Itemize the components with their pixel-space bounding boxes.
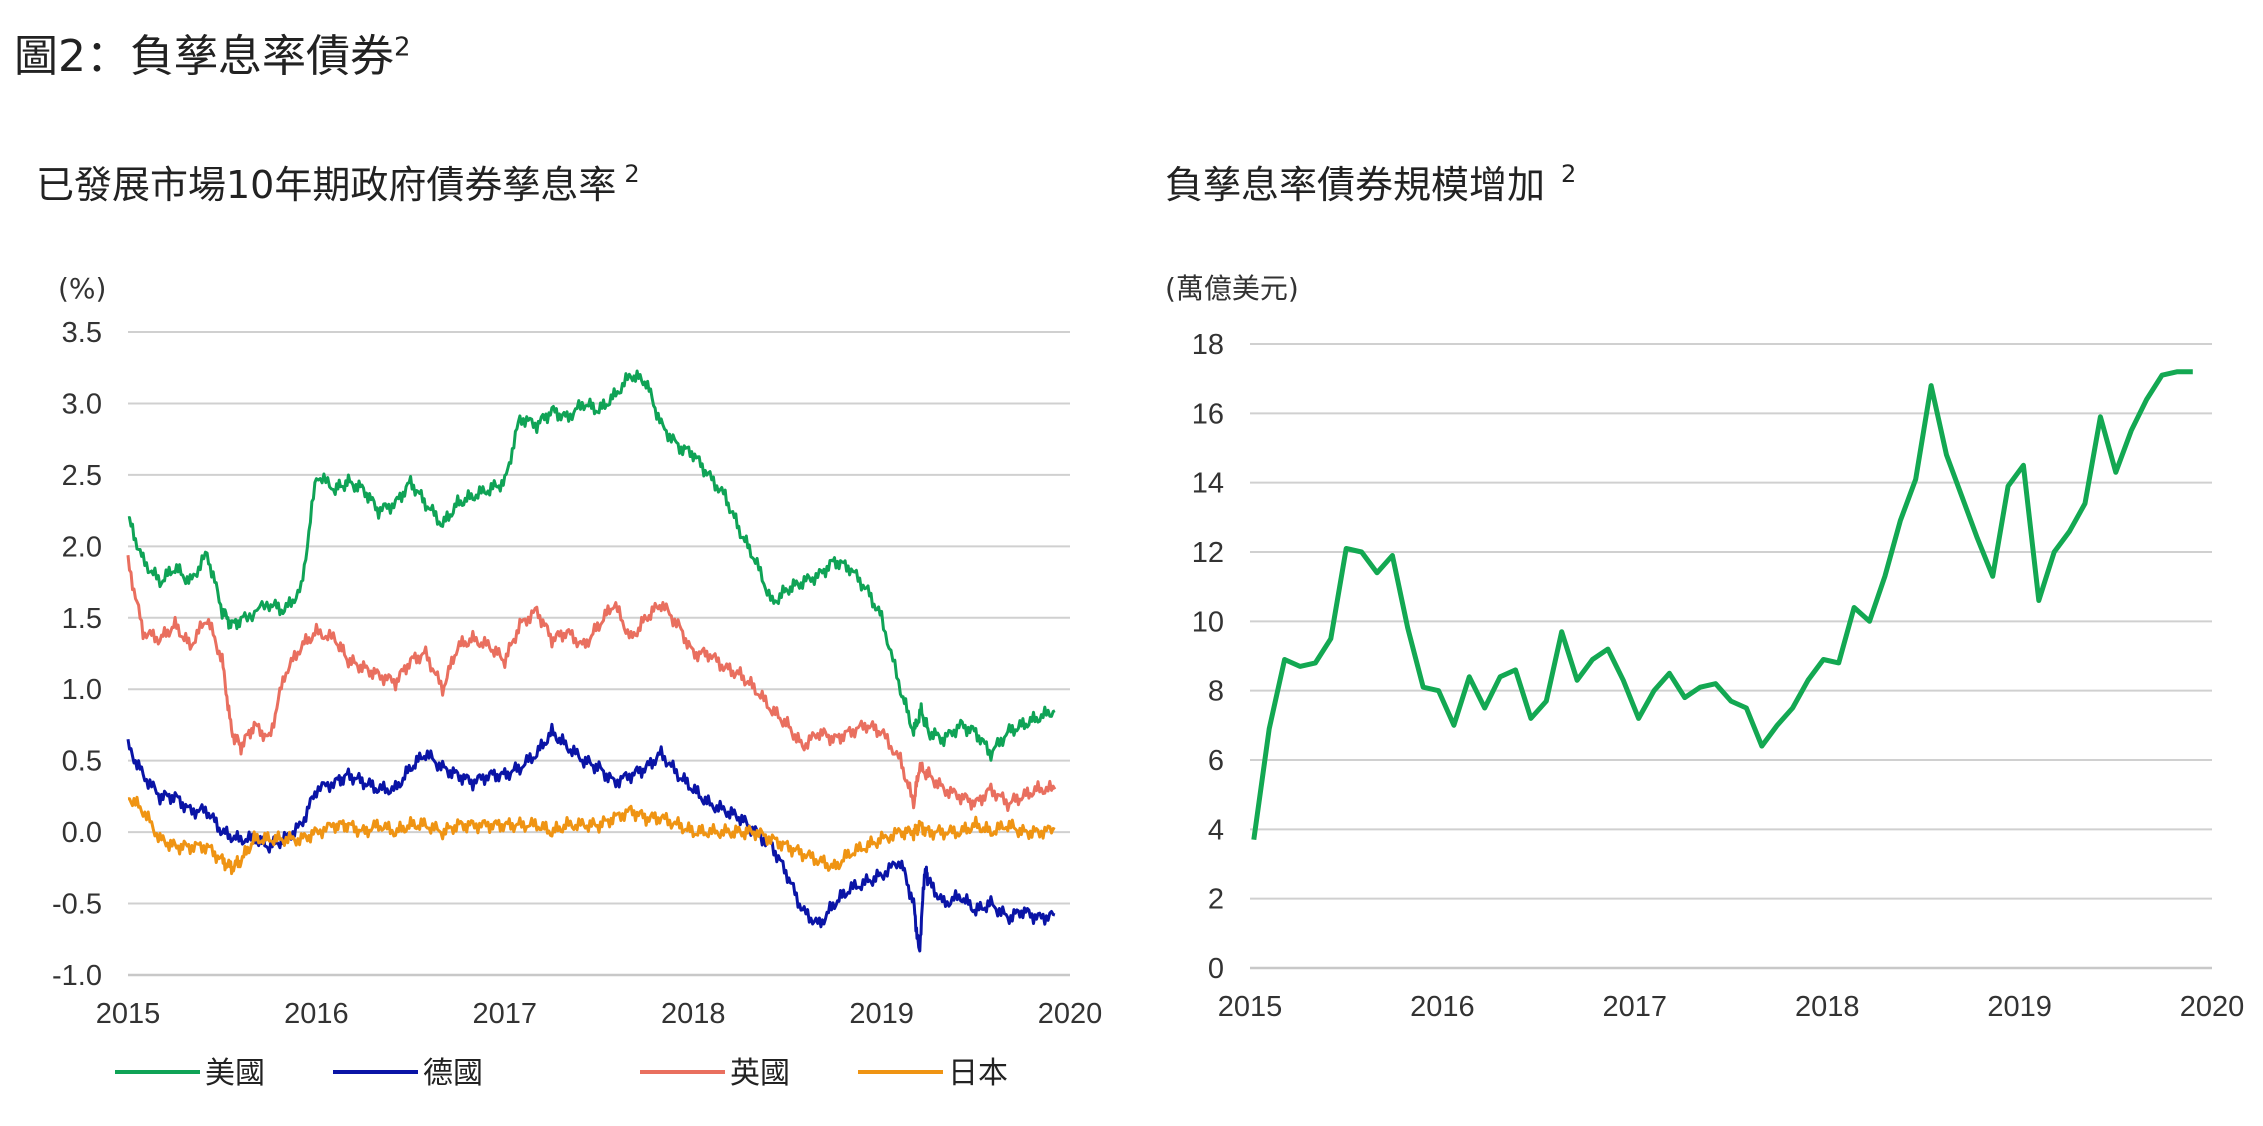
x-tick-label: 2020 (2180, 991, 2245, 1023)
series-line-1 (126, 722, 1056, 953)
x-tick-label: 2019 (1987, 991, 2052, 1023)
y-tick-label: 1.0 (62, 674, 102, 706)
negative-yield-chart-x-ticks: 2015 2016 2017 2018 2019 2020 (1218, 991, 2245, 1023)
y-tick-label: 14 (1192, 468, 1224, 500)
x-tick-label: 2016 (284, 998, 349, 1030)
x-tick-label: 2019 (849, 998, 914, 1030)
x-tick-label: 2018 (1795, 991, 1860, 1023)
y-tick-label: 3.0 (62, 388, 102, 420)
y-tick-label: 0.0 (62, 817, 102, 849)
negative-yield-chart-y-ticks: 18 16 14 12 10 8 6 4 2 0 (1192, 329, 1224, 985)
x-tick-label: 2016 (1410, 991, 1475, 1023)
series-line-0 (1251, 369, 2193, 841)
legend-label: 日本 (948, 1056, 1008, 1091)
y-tick-label: 2.0 (62, 531, 102, 563)
yield-chart: 已發展市場10年期政府債券孳息率 2 (%) 3.5 3.0 2.5 2.0 1.5 1.0… (36, 160, 1102, 1091)
y-tick-label: -0.5 (52, 889, 102, 921)
y-tick-label: 1.5 (62, 603, 102, 635)
x-tick-label: 2015 (96, 998, 161, 1030)
negative-yield-chart-series (1251, 369, 2193, 841)
y-tick-label: 0.5 (62, 746, 102, 778)
legend-label: 美國 (205, 1056, 265, 1091)
x-tick-label: 2017 (1603, 991, 1668, 1023)
negative-yield-chart-grid (1250, 343, 2212, 970)
x-tick-label: 2020 (1038, 998, 1103, 1030)
y-tick-label: 8 (1208, 676, 1224, 708)
y-tick-label: 4 (1208, 814, 1224, 846)
y-tick-label: 10 (1192, 606, 1224, 638)
y-tick-label: 18 (1192, 329, 1224, 361)
y-tick-label: 12 (1192, 537, 1224, 569)
x-tick-label: 2015 (1218, 991, 1283, 1023)
main-title-text: 圖2：負孳息率債券 (14, 31, 394, 82)
series-line-3 (127, 795, 1056, 876)
yield-chart-x-ticks: 2015 2016 2017 2018 2019 2020 (96, 998, 1103, 1030)
y-tick-label: 6 (1208, 745, 1224, 777)
y-tick-label: -1.0 (52, 960, 102, 992)
yield-chart-y-ticks: 3.5 3.0 2.5 2.0 1.5 1.0 0.5 0.0 -0.5 -1.0 (52, 317, 102, 992)
main-title-sup: 2 (394, 32, 411, 63)
main-title: 圖2：負孳息率債券2 (14, 20, 411, 84)
y-tick-label: 2 (1208, 884, 1224, 916)
yield-chart-title: 已發展市場10年期政府債券孳息率 2 (36, 160, 640, 207)
yield-chart-unit: (%) (58, 272, 106, 305)
yield-chart-series (126, 369, 1057, 953)
y-tick-label: 3.5 (62, 317, 102, 349)
x-tick-label: 2018 (661, 998, 726, 1030)
y-tick-label: 16 (1192, 398, 1224, 430)
series-line-2 (126, 555, 1057, 812)
series-line-0 (127, 369, 1056, 762)
x-tick-label: 2017 (473, 998, 538, 1030)
negative-yield-chart-unit: (萬億美元) (1165, 272, 1299, 305)
legend-label: 德國 (423, 1056, 483, 1091)
y-tick-label: 0 (1208, 953, 1224, 985)
legend-label: 英國 (730, 1056, 790, 1091)
yield-chart-legend: 美國 德國 英國 日本 (115, 1056, 1008, 1091)
y-tick-label: 2.5 (62, 460, 102, 492)
negative-yield-chart-title: 負孳息率債券規模增加 2 (1165, 160, 1576, 207)
